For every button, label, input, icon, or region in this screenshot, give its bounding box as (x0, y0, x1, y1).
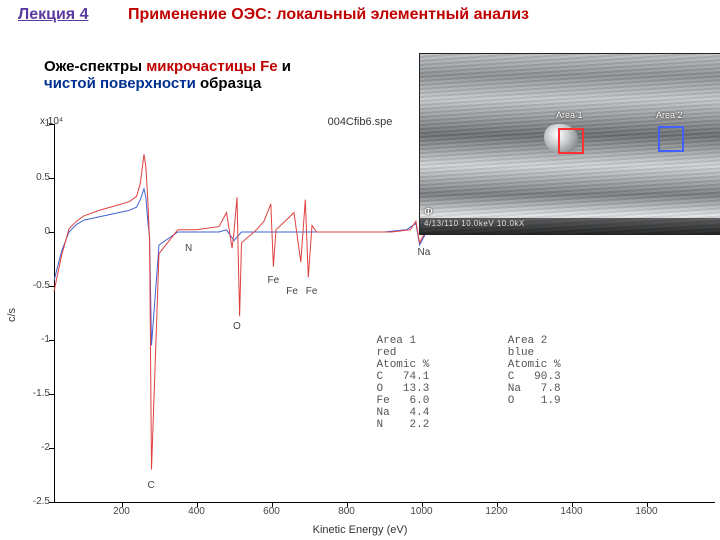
x-tick: 1600 (627, 506, 667, 517)
y-tick: 0.5 (14, 172, 50, 183)
peak-label: N (185, 243, 192, 254)
legend-block: Area 2 blue Atomic % C 90.3 Na 7.8 O 1.9 (508, 335, 561, 407)
x-tick: 1000 (402, 506, 442, 517)
x-tick: 400 (177, 506, 217, 517)
x-tick: 1400 (552, 506, 592, 517)
area1-box (558, 128, 584, 154)
y-tick: 1 (14, 118, 50, 129)
peak-label: Fe (268, 275, 280, 286)
x-tick: 200 (102, 506, 142, 517)
x-tick: 1200 (477, 506, 517, 517)
area2-box (658, 126, 684, 152)
x-axis-label: Kinetic Energy (eV) (0, 524, 720, 536)
area2-label: Area 2 (656, 110, 683, 120)
peak-label: Na (418, 247, 431, 258)
y-tick: -2 (14, 442, 50, 453)
y-axis-label: c/s (6, 308, 18, 322)
peak-label: O (233, 321, 241, 332)
legend-block: Area 1 red Atomic % C 74.1 O 13.3 Fe 6.0… (377, 335, 430, 431)
peak-label: C (148, 480, 155, 491)
x-tick: 600 (252, 506, 292, 517)
subtitle: Оже-спектры микрочастицы Fe и чистой пов… (44, 58, 291, 92)
x-tick: 800 (327, 506, 367, 517)
y-tick: -1 (14, 334, 50, 345)
page-title: Применение ОЭС: локальный элементный ана… (128, 6, 529, 24)
sem-inset: Area 1 Area 2 4/13/110 10.0keV 10.0kX Φ (420, 54, 720, 234)
y-tick: 0 (14, 226, 50, 237)
phi-icon: Φ (424, 206, 433, 218)
y-tick: -1.5 (14, 388, 50, 399)
peak-label: Fe (286, 286, 298, 297)
area1-label: Area 1 (556, 110, 583, 120)
sem-footer: 4/13/110 10.0keV 10.0kX (420, 218, 720, 234)
lecture-label: Лекция 4 (18, 6, 88, 23)
peak-label: Fe (306, 286, 318, 297)
y-tick: -2.5 (14, 496, 50, 507)
y-tick: -0.5 (14, 280, 50, 291)
